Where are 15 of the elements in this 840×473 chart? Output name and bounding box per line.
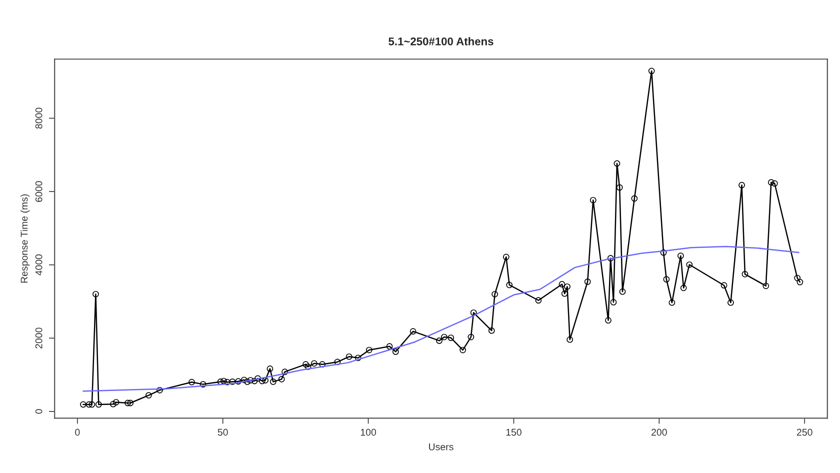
- chart-title: 5.1~250#100 Athens: [388, 37, 494, 46]
- line-series: [82, 246, 800, 392]
- x-tick-label: 200: [652, 428, 667, 436]
- y-tick-label: 4000: [35, 254, 42, 276]
- y-tick-label: 2000: [35, 328, 42, 348]
- y-tick-label: 6000: [35, 181, 42, 202]
- x-tick-label: 100: [360, 428, 376, 436]
- x-axis-title: Users: [429, 444, 454, 450]
- x-tick-label: 0: [75, 428, 80, 436]
- x-tick-label: 50: [218, 428, 228, 436]
- y-tick-label: 8000: [35, 108, 42, 129]
- y-axis-title: Response Time (ms): [20, 194, 30, 283]
- y-tick-label: 0: [35, 409, 42, 414]
- x-tick-label: 250: [796, 428, 812, 436]
- x-tick-label: 150: [506, 428, 522, 436]
